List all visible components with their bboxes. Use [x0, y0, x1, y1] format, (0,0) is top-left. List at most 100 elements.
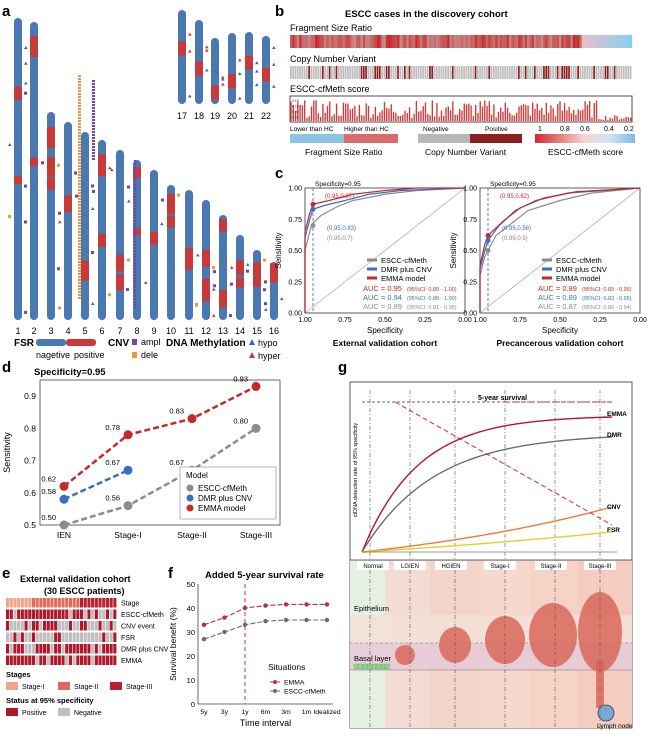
cnv-ampl-marker [213, 270, 216, 274]
y-tick-label: 0.75 [463, 217, 477, 224]
cnv-positive-swatch [470, 134, 522, 143]
cnv-ampl-marker [92, 128, 95, 130]
fsr-cell [333, 35, 336, 48]
oncoprint-cell [98, 632, 102, 642]
score-bar [541, 107, 543, 121]
oncoprint-cell [35, 644, 39, 654]
cnv-dele-marker [78, 243, 81, 245]
panel-letter-a: a [2, 3, 11, 20]
fsr-cell [627, 35, 630, 48]
cnv-dele-marker [212, 266, 215, 270]
cnv-dele-marker [78, 96, 81, 98]
roc-curve-0 [304, 187, 466, 313]
oncoprint-cell [91, 598, 95, 608]
cnv-ampl-marker [134, 307, 136, 309]
fsr-higher-swatch [344, 134, 398, 143]
oncoprint-cell [94, 598, 98, 608]
cnv-dele-marker [78, 186, 81, 188]
score-bar [461, 110, 463, 121]
basal-cell [353, 663, 359, 670]
status-legend-label: Positive [22, 710, 47, 717]
cnv-cell [527, 66, 529, 79]
oncoprint-cell [80, 598, 84, 608]
oncoprint-cell [6, 609, 10, 619]
cnv-cell [629, 66, 632, 79]
cnv-ampl-marker [134, 223, 136, 225]
oncoprint-cell [54, 655, 58, 665]
emma-curve [361, 416, 613, 553]
cnv-cell [508, 66, 511, 79]
stage-label-bg [535, 561, 567, 570]
score-bar [614, 115, 616, 121]
oncoprint-cell [109, 621, 113, 631]
cnv-cell [495, 66, 497, 79]
fsr-positive-segment [30, 157, 38, 167]
cnv-ampl-marker [134, 268, 136, 270]
chromosome-label: 11 [184, 326, 193, 336]
fsr-positive-segment [228, 74, 236, 89]
fsr-cell [511, 35, 514, 48]
fsr-positive-segment [81, 260, 89, 281]
fsr-positive-segment [195, 61, 203, 76]
cnv-ampl-marker [134, 271, 136, 273]
methylation-marker [188, 49, 192, 53]
fsr-cell [629, 35, 633, 48]
fsr-positive-segment [236, 268, 244, 276]
oncoprint-cell [43, 655, 47, 665]
score-bar [554, 116, 557, 121]
cnv-dele-marker [195, 303, 198, 307]
series-point [242, 622, 248, 627]
cnv-cell [593, 66, 595, 79]
score-bar [404, 110, 406, 121]
chromosome-label: 20 [227, 111, 237, 121]
cnv-ampl-marker [134, 166, 136, 168]
fsr-cell [303, 35, 307, 48]
fsr-positive-segment [262, 67, 270, 82]
fsr-cell [319, 35, 323, 48]
score-bar [593, 103, 595, 121]
oncoprint-cell [65, 644, 69, 654]
legend-swatch [186, 494, 194, 502]
oncoprint-cell [65, 632, 69, 642]
score-bar [397, 115, 399, 121]
oncoprint-cell [83, 644, 87, 654]
oncoprint-cell [80, 644, 84, 654]
score-bar [472, 116, 475, 121]
cnv-cell [520, 66, 522, 79]
score-bar [402, 114, 404, 121]
cnv-cell [422, 66, 424, 79]
fsr-cell [531, 35, 535, 48]
cnv-dele-marker [78, 144, 81, 146]
oncoprint-cell [20, 632, 24, 642]
score-bars: 0.15 0.100.05 0.00 [290, 99, 632, 121]
cnv-cell [483, 66, 486, 79]
lymph-node-label: Lymph node [597, 723, 633, 730]
oncoprint-cell [50, 621, 54, 631]
cnv-dele-marker [78, 192, 81, 194]
roc-curve-1 [304, 187, 466, 313]
oncoprint-cell [6, 598, 10, 608]
chromosome-label: 21 [244, 111, 254, 121]
cnv-cell [333, 66, 336, 79]
legend-title: Model [186, 471, 208, 480]
score-bar [299, 104, 301, 121]
data-label: 0.58 [41, 487, 56, 496]
cnv-dele-marker [78, 165, 81, 167]
score-bar [345, 103, 347, 121]
methylation-marker [272, 62, 276, 66]
score-bar [477, 113, 479, 121]
cnv-dele-marker [78, 231, 81, 233]
cnv-dele-marker [78, 270, 81, 272]
point-annotation: (0.95,0.83) [327, 226, 356, 232]
cnv-ampl-marker [134, 229, 136, 231]
fsr-cell [372, 35, 375, 48]
oncoprint-cell [35, 609, 39, 619]
cnv-cell [492, 66, 495, 79]
oncoprint-cell [72, 632, 76, 642]
chromosome-1 [14, 18, 22, 320]
cnv-cell [552, 66, 554, 79]
cnv-dele-marker [78, 84, 81, 86]
chromosome-label: 10 [166, 326, 176, 336]
oncoprint-cell [113, 655, 117, 665]
cnv-cell [451, 66, 454, 79]
